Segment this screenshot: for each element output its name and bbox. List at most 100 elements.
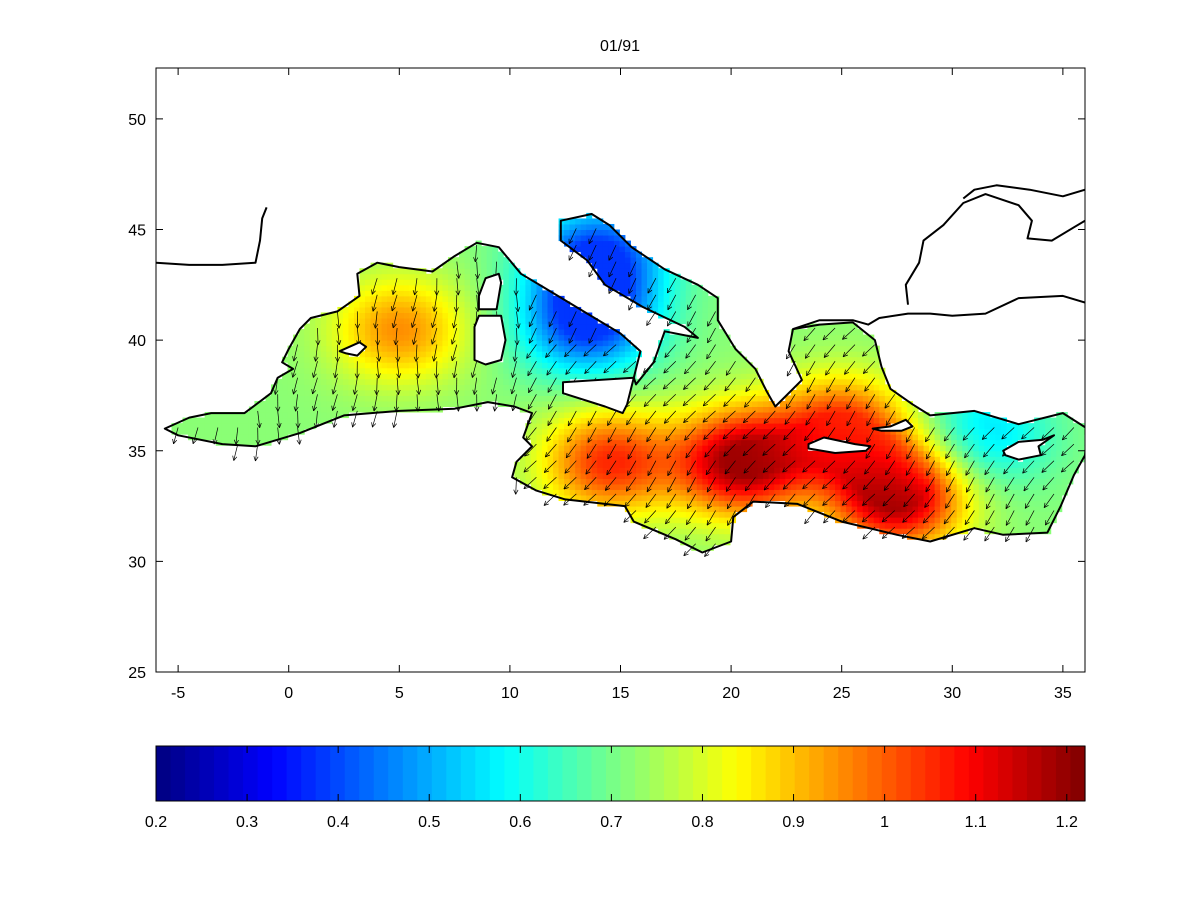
field-cell [558, 450, 565, 457]
field-cell [282, 417, 289, 424]
field-cell [541, 472, 549, 479]
field-cell [326, 389, 333, 396]
field-cell [580, 223, 587, 231]
field-cell [553, 367, 560, 374]
field-cell [580, 495, 587, 502]
field-cell [613, 467, 620, 474]
current-arrow [311, 361, 318, 378]
field-cell [674, 378, 681, 385]
field-cell [967, 478, 974, 485]
field-cell [752, 461, 759, 468]
field-cell [768, 450, 775, 457]
field-cell [210, 417, 217, 424]
field-cell [403, 367, 410, 374]
field-cell [624, 373, 631, 380]
field-cell [536, 461, 543, 468]
field-cell [553, 483, 560, 490]
field-cell [951, 478, 958, 485]
field-cell [624, 257, 631, 264]
field-cell [514, 378, 521, 385]
field-cell [536, 345, 543, 352]
field-cell [669, 467, 676, 474]
field-cell [995, 511, 1002, 518]
field-cell [735, 389, 742, 396]
field-cell [387, 384, 394, 391]
field-cell [525, 400, 532, 407]
field-cell [337, 395, 344, 402]
field-cell [359, 306, 366, 313]
field-cell [929, 483, 936, 490]
field-cell [298, 389, 305, 396]
field-cell [713, 439, 720, 446]
field-cell [320, 406, 327, 413]
field-cell [729, 406, 737, 413]
field-cell [259, 439, 266, 446]
field-cell [293, 384, 300, 391]
current-arrow [474, 261, 480, 279]
field-cell [470, 384, 477, 391]
field-cell [945, 489, 952, 496]
field-cell [293, 423, 300, 430]
field-cell [652, 384, 659, 391]
field-cell [447, 378, 454, 385]
field-cell [696, 439, 703, 446]
field-cell [801, 478, 808, 485]
field-cell [365, 367, 372, 374]
field-cell [564, 301, 571, 308]
field-cell [652, 439, 659, 446]
field-cell [652, 495, 659, 502]
field-cell [807, 400, 814, 407]
field-cell [1039, 417, 1046, 424]
field-cell [901, 456, 908, 463]
field-cell [884, 478, 891, 485]
field-cell [597, 489, 604, 496]
field-cell [608, 423, 615, 430]
field-cell [890, 528, 897, 535]
field-cell [702, 511, 709, 518]
field-cell [906, 500, 913, 507]
field-cell [569, 218, 576, 225]
field-cell [669, 312, 676, 319]
field-cell [862, 412, 869, 419]
field-cell [702, 428, 709, 435]
field-cell [707, 467, 714, 474]
field-cell [851, 517, 858, 524]
field-cell [884, 461, 891, 468]
field-cell [553, 345, 560, 352]
field-cell [835, 423, 842, 430]
field-cell [923, 445, 930, 452]
field-cell [895, 478, 902, 485]
field-cell [685, 284, 692, 291]
field-cell [713, 301, 720, 308]
field-cell [619, 417, 626, 424]
field-cell [420, 318, 427, 325]
field-cell [840, 323, 847, 330]
field-cell [658, 434, 665, 441]
current-arrow [351, 394, 358, 411]
field-cell [763, 478, 770, 485]
x-tick-label: 20 [722, 685, 740, 702]
field-cell [420, 284, 427, 291]
field-cell [851, 423, 858, 430]
field-cell [818, 434, 825, 441]
field-cell [763, 434, 770, 441]
field-cell [497, 251, 504, 258]
field-cell [519, 306, 526, 313]
field-cell [884, 528, 891, 535]
field-cell [801, 450, 808, 457]
field-cell [525, 362, 532, 369]
field-cell [503, 323, 510, 330]
current-arrow [607, 410, 617, 426]
field-cell [459, 306, 466, 313]
field-cell [763, 395, 770, 402]
current-arrow [684, 526, 696, 541]
field-cell [1028, 489, 1035, 496]
field-cell [801, 423, 808, 430]
field-cell [547, 334, 554, 341]
field-cell [630, 351, 637, 358]
field-cell [536, 483, 543, 490]
field-cell [890, 450, 897, 457]
field-cell [1023, 500, 1030, 507]
field-cell [425, 362, 432, 369]
